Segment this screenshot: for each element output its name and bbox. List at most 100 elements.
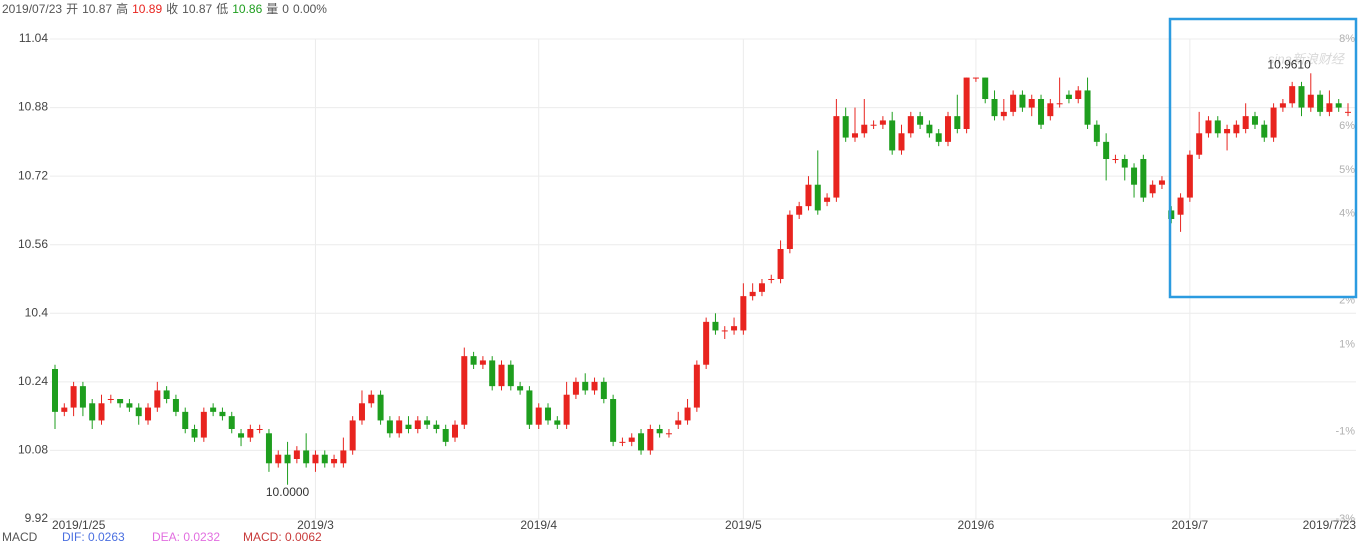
candle-body bbox=[1307, 94, 1314, 108]
candle-body bbox=[303, 450, 310, 464]
candle-body bbox=[740, 296, 747, 331]
indicator-label: DEA: 0.0232 bbox=[152, 530, 220, 542]
candle-body bbox=[70, 386, 77, 408]
candle-body bbox=[321, 454, 328, 464]
candle-body bbox=[684, 407, 691, 421]
candle-body bbox=[545, 407, 552, 421]
candle-body bbox=[517, 386, 524, 391]
candle-body bbox=[926, 124, 933, 134]
candle-body bbox=[1047, 103, 1054, 117]
candle-body bbox=[358, 403, 365, 421]
candle-body bbox=[917, 116, 924, 125]
header-text: 收 bbox=[166, 2, 178, 16]
candle-body bbox=[554, 420, 561, 425]
indicator-label: MACD bbox=[2, 530, 38, 542]
candle-body bbox=[79, 386, 86, 408]
candle-body bbox=[163, 390, 170, 399]
candle-body bbox=[442, 429, 449, 442]
candle-body bbox=[293, 450, 300, 459]
candle-body bbox=[1038, 99, 1045, 125]
candle-body bbox=[1168, 210, 1175, 219]
indicator-label: DIF: 0.0263 bbox=[62, 530, 125, 542]
candle-body bbox=[154, 390, 161, 408]
candle-body bbox=[842, 116, 849, 138]
candle-body bbox=[945, 116, 952, 142]
candle-body bbox=[1177, 197, 1184, 215]
candle-body bbox=[461, 356, 468, 425]
candle-body bbox=[284, 454, 291, 464]
candle-body bbox=[182, 411, 189, 429]
candle-body bbox=[768, 279, 775, 280]
x-tick-label: 2019/4 bbox=[520, 518, 557, 532]
candle-body bbox=[414, 420, 421, 429]
candle-body bbox=[433, 424, 440, 429]
candle-body bbox=[1214, 120, 1221, 134]
candle-body bbox=[721, 330, 728, 332]
candle-body bbox=[52, 369, 58, 412]
candle-body bbox=[1028, 99, 1035, 108]
candle-body bbox=[275, 454, 282, 464]
candle-body bbox=[498, 364, 505, 387]
candle-body bbox=[833, 116, 840, 198]
candle-body bbox=[191, 429, 198, 438]
header-text: 高 bbox=[116, 1, 128, 16]
candle-body bbox=[405, 424, 412, 429]
candle-body bbox=[1345, 111, 1351, 113]
candle-body bbox=[675, 420, 682, 425]
candle-body bbox=[89, 403, 96, 421]
candle-body bbox=[851, 133, 858, 138]
y-tick-label: 10.24 bbox=[18, 374, 48, 388]
candle-body bbox=[591, 381, 598, 391]
header-text: 2019/07/23 bbox=[2, 2, 62, 16]
candle-body bbox=[656, 429, 663, 434]
candle-body bbox=[628, 437, 635, 442]
header: 2019/07/23 开 10.87 高 10.89 收 10.87 低 10.86 量 0 0.00… bbox=[2, 1, 327, 16]
candle-body bbox=[954, 116, 961, 129]
candle-body bbox=[247, 429, 254, 438]
candle-body bbox=[889, 120, 896, 151]
candle-body bbox=[479, 360, 486, 365]
candle-body bbox=[693, 364, 700, 408]
candle-body bbox=[619, 441, 626, 443]
candle-body bbox=[526, 390, 533, 425]
candle-body bbox=[210, 407, 217, 412]
candle-body bbox=[1121, 159, 1128, 168]
candle-body bbox=[349, 420, 356, 451]
candle-body bbox=[638, 433, 645, 451]
y2-tick-label: -3% bbox=[1335, 513, 1355, 525]
candle-body bbox=[1279, 103, 1286, 108]
x-tick-label: 2019/5 bbox=[725, 518, 762, 532]
indicator-label: MACD: 0.0062 bbox=[243, 530, 322, 542]
candle-body bbox=[1140, 159, 1147, 198]
candle-body bbox=[563, 394, 570, 425]
low-label: 10.0000 bbox=[266, 485, 310, 499]
selection-box bbox=[1168, 17, 1358, 299]
candle-body bbox=[572, 381, 579, 395]
y-tick-label: 10.4 bbox=[25, 305, 49, 319]
y-tick-label: 10.56 bbox=[18, 237, 48, 251]
candle-body bbox=[805, 184, 812, 207]
candle-body bbox=[665, 433, 672, 435]
candle-body bbox=[61, 407, 68, 412]
candle-body bbox=[1317, 94, 1324, 112]
candle-body bbox=[1224, 129, 1231, 134]
y2-tick-label: 4% bbox=[1339, 207, 1355, 219]
candle-body bbox=[582, 381, 589, 391]
candle-body bbox=[386, 420, 393, 434]
candle-body bbox=[1075, 90, 1082, 99]
x-tick-label: 2019/6 bbox=[958, 518, 995, 532]
candle-body bbox=[963, 77, 970, 129]
candle-body bbox=[786, 214, 793, 249]
candle-body bbox=[1010, 94, 1017, 112]
candle-body bbox=[1270, 107, 1277, 138]
candle-body bbox=[424, 420, 431, 425]
candle-body bbox=[1112, 159, 1119, 160]
candle-body bbox=[731, 326, 738, 331]
candle-body bbox=[610, 399, 617, 442]
candle-body bbox=[1084, 90, 1091, 125]
candle-body bbox=[703, 321, 710, 365]
candle-body bbox=[117, 399, 124, 404]
candle-body bbox=[451, 424, 458, 438]
